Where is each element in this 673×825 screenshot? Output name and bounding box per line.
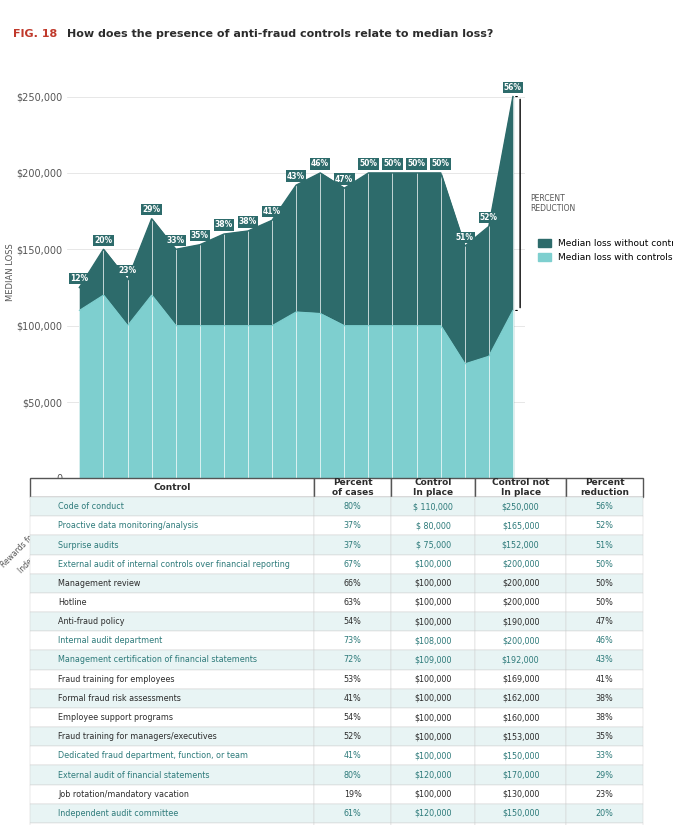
Text: 20%: 20%: [94, 236, 112, 245]
Text: 35%: 35%: [190, 231, 209, 240]
Text: How does the presence of anti-fraud controls relate to median loss?: How does the presence of anti-fraud cont…: [67, 29, 494, 39]
Text: 38%: 38%: [215, 220, 233, 229]
Text: 29%: 29%: [143, 205, 161, 215]
Text: 41%: 41%: [263, 207, 281, 215]
Text: 50%: 50%: [408, 159, 425, 168]
Text: 33%: 33%: [167, 236, 185, 245]
Text: PERCENT
REDUCTION: PERCENT REDUCTION: [530, 194, 575, 213]
Y-axis label: MEDIAN LOSS: MEDIAN LOSS: [6, 243, 15, 301]
Text: 50%: 50%: [384, 159, 402, 168]
Text: 23%: 23%: [118, 266, 137, 276]
Text: 50%: 50%: [359, 159, 378, 168]
Text: FIG. 18: FIG. 18: [13, 29, 58, 39]
Text: 38%: 38%: [239, 218, 257, 226]
Text: 50%: 50%: [431, 159, 450, 168]
Text: 12%: 12%: [70, 274, 88, 283]
Text: 47%: 47%: [335, 175, 353, 184]
Text: 52%: 52%: [480, 213, 498, 222]
Text: 51%: 51%: [456, 233, 474, 242]
Text: 56%: 56%: [504, 83, 522, 92]
Text: 43%: 43%: [287, 172, 305, 181]
Text: 46%: 46%: [311, 159, 329, 168]
Legend: Median loss without controls, Median loss with controls: Median loss without controls, Median los…: [534, 235, 673, 266]
